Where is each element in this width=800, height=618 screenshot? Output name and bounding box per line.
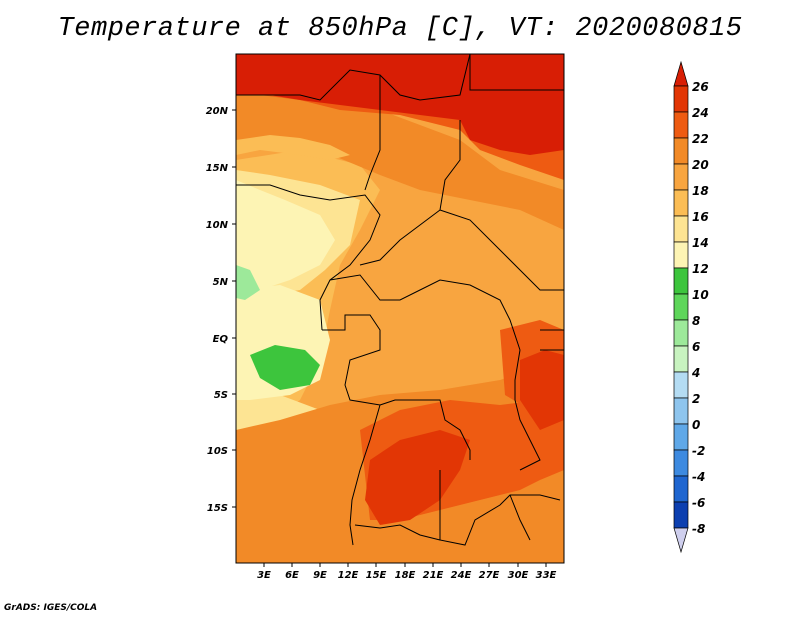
colorbar-label: 24: [692, 106, 709, 120]
lon-label: 24E: [451, 570, 472, 581]
lon-label: 12E: [338, 570, 359, 581]
colorbar-label: 26: [692, 80, 709, 94]
colorbar-swatch: [673, 241, 689, 269]
lat-axis: 20N 15N 10N 5N EQ 5S 10S 15S: [206, 106, 236, 514]
lat-label: 10N: [206, 220, 229, 231]
lon-label: 18E: [395, 570, 416, 581]
colorbar-label: 6: [692, 340, 700, 354]
colorbar-label: 14: [692, 236, 709, 250]
colorbar-label: 12: [692, 262, 709, 276]
lat-label: 5N: [213, 277, 229, 288]
temperature-fields: [236, 54, 564, 563]
colorbar-swatch: [673, 423, 689, 451]
chart-title: Temperature at 850hPa [C], VT: 202008081…: [57, 14, 743, 44]
colorbar-labels: 26 24 22 20 18 16 14 12 10 8 6 4 2 0 -2 …: [691, 80, 709, 536]
colorbar-swatch: [673, 293, 689, 321]
colorbar-swatch: [673, 501, 689, 529]
field-16-18: [236, 135, 350, 160]
lon-label: 33E: [536, 570, 557, 581]
colorbar-swatch: [673, 475, 689, 503]
colorbar-label: -4: [692, 470, 705, 484]
colorbar-swatch: [673, 397, 689, 425]
lon-label: 6E: [285, 570, 299, 581]
map-frame: [235, 53, 565, 564]
lat-label: 15S: [207, 503, 228, 514]
colorbar-label: 4: [691, 366, 700, 380]
colorbar-swatch: [673, 319, 689, 347]
colorbar-swatch: [673, 449, 689, 477]
colorbar-bottom-arrow: [673, 527, 689, 554]
colorbar-swatch: [673, 189, 689, 217]
colorbar-swatch: [673, 111, 689, 139]
field-20-22: [236, 80, 564, 230]
colorbar-label: -8: [692, 522, 705, 536]
colorbar-swatch: [673, 137, 689, 165]
colorbar-swatch: [673, 345, 689, 373]
lat-label: 5S: [214, 390, 228, 401]
lon-label: 27E: [479, 570, 500, 581]
lat-label: 10S: [207, 446, 228, 457]
colorbar-swatch: [673, 163, 689, 191]
country-borders: [236, 54, 564, 546]
colorbar-label: 8: [692, 314, 700, 328]
colorbar-label: -2: [692, 444, 705, 458]
lon-label: 30E: [508, 570, 529, 581]
lon-label: 3E: [257, 570, 271, 581]
colorbar-label: 22: [692, 132, 709, 146]
colorbar-swatch: [673, 371, 689, 399]
colorbar-label: 0: [692, 418, 700, 432]
lon-axis: 3E 6E 9E 12E 15E 18E 21E 24E 27E 30E 33E: [257, 563, 557, 581]
field-lt14: [236, 180, 335, 290]
lat-label: 15N: [206, 163, 229, 174]
colorbar-label: 16: [692, 210, 709, 224]
grads-credit: GrADS: IGES/COLA: [4, 603, 98, 613]
lat-label: EQ: [213, 334, 229, 345]
colorbar-swatch: [673, 215, 689, 243]
lon-label: 15E: [366, 570, 387, 581]
colorbar-label: 10: [692, 288, 709, 302]
field-24-26: [520, 350, 564, 430]
lat-label: 20N: [206, 106, 229, 117]
colorbar-top-arrow: [673, 60, 689, 87]
colorbar-swatch: [673, 85, 689, 113]
lon-label: 9E: [313, 570, 327, 581]
colorbar-swatches: [673, 60, 689, 554]
field-green: [250, 345, 320, 390]
colorbar-swatch: [673, 267, 689, 295]
colorbar-label: 2: [692, 392, 700, 406]
colorbar-label: -6: [692, 496, 705, 510]
field-gt26: [236, 54, 564, 155]
colorbar-label: 20: [692, 158, 709, 172]
field-green: [236, 265, 260, 300]
colorbar-label: 18: [692, 184, 709, 198]
lon-label: 21E: [423, 570, 444, 581]
field-24-26: [365, 430, 470, 525]
